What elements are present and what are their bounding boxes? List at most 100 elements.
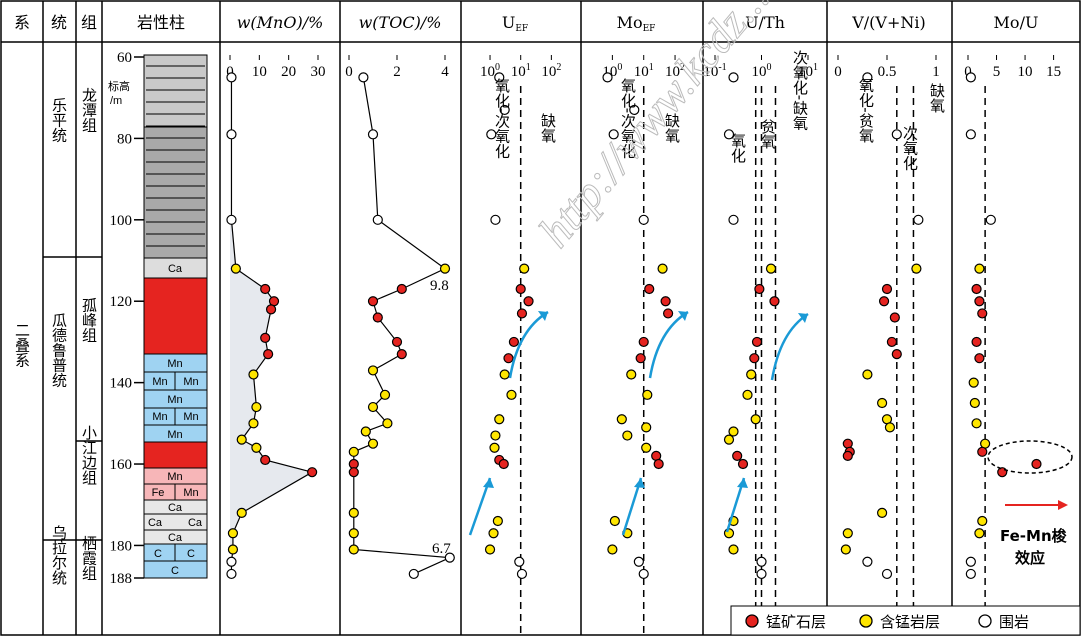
legend-label: 围岩	[999, 613, 1029, 631]
x-tick-label: 102	[541, 62, 561, 80]
data-point-ore	[660, 296, 671, 307]
depth-tick-label: 160	[110, 457, 133, 473]
x-tick-label: 4	[441, 64, 449, 80]
data-point-mnrock	[974, 528, 985, 539]
data-point-ore	[508, 336, 519, 348]
ca-layers-lower	[143, 499, 208, 545]
data-point-ore	[997, 467, 1008, 478]
panel-5: 0 0.5 1	[834, 55, 940, 635]
uth-arrow-up	[770, 312, 809, 381]
data-point-ore	[878, 296, 890, 307]
data-point-mnrock	[968, 377, 979, 388]
data-point-mnrock	[723, 528, 735, 539]
data-point-mnrock	[876, 507, 888, 518]
c-label-1: C	[154, 548, 162, 560]
mno-shaded-area	[230, 219, 313, 550]
x-tick-label: 101	[511, 62, 531, 80]
mn-grid	[144, 371, 207, 426]
data-point-mnrock	[971, 418, 982, 429]
data-point-mnrock	[367, 401, 379, 413]
ca-label-4: Ca	[188, 517, 203, 529]
data-point-mnrock	[974, 263, 985, 274]
data-point-mnrock	[227, 544, 239, 555]
data-point-mnrock	[742, 389, 753, 400]
x-tick-label: 101	[634, 62, 654, 80]
data-point-host	[913, 214, 924, 225]
data-point-host	[490, 214, 501, 225]
legend-marker	[745, 614, 759, 628]
x-tick-label: 100	[752, 62, 772, 80]
x-tick-label: 102	[665, 62, 685, 80]
data-point-ore	[891, 349, 902, 360]
data-point-ore	[396, 349, 407, 360]
data-point-ore	[1031, 458, 1042, 470]
legend-marker	[978, 614, 992, 628]
data-point-mnrock	[379, 389, 391, 400]
data-point-ore	[662, 308, 674, 319]
data-point-ore	[515, 283, 526, 295]
data-point-host	[499, 104, 510, 116]
data-point-host	[602, 72, 613, 83]
data-point-mnrock	[248, 418, 259, 429]
data-point-mnrock	[657, 263, 668, 274]
data-point-mnrock	[227, 528, 239, 539]
data-point-mnrock	[494, 414, 505, 425]
data-point-host	[408, 568, 419, 580]
depth-tick-label: 188	[110, 571, 133, 587]
moef-zone-left: 氧化-次氧化	[619, 78, 637, 159]
x-tick-label: 100	[480, 62, 500, 80]
data-point-host	[514, 556, 525, 567]
formation-longtan: 龙潭组	[80, 88, 98, 133]
panel-6: 0 5 10 15	[964, 55, 1061, 635]
data-point-host	[862, 72, 873, 83]
data-point-mnrock	[506, 389, 517, 400]
header-lithology: 岩性柱	[137, 13, 185, 32]
data-point-host	[638, 568, 649, 580]
legend: 锰矿石层 含锰岩层 围岩	[745, 613, 1029, 631]
mn-label-3: Mn	[183, 376, 198, 388]
data-point-host	[226, 72, 237, 83]
formation-gufeng: 孤峰组	[80, 298, 98, 343]
fe-mn-highlight-ellipse	[987, 440, 1073, 474]
mn-label-6: Mn	[183, 411, 198, 423]
data-point-host	[985, 214, 996, 225]
x-tick-label: 0	[964, 64, 972, 80]
data-point-ore	[974, 296, 985, 307]
header-moef-sub: EF	[643, 24, 656, 34]
data-point-host	[891, 129, 902, 140]
x-tick-label: 0	[226, 64, 234, 80]
data-point-mnrock	[251, 442, 262, 453]
toc-bottom-label: 6.7	[432, 541, 451, 557]
header-mno: w(MnO)/%	[237, 13, 324, 32]
series-cisuralian: 乌拉尔统	[50, 525, 68, 586]
depth-tick-label: 60	[117, 50, 132, 66]
header-uef-main: U	[502, 13, 515, 32]
data-point-host	[226, 129, 237, 140]
legend-box	[730, 605, 1081, 636]
data-point-mnrock	[765, 263, 777, 274]
c-label-3: C	[171, 565, 179, 577]
data-point-mnrock	[884, 422, 896, 433]
data-point-host	[633, 556, 644, 567]
data-point-mnrock	[642, 389, 653, 400]
data-point-ore	[635, 353, 646, 364]
data-point-host	[358, 72, 369, 83]
depth-tick-label: 80	[117, 131, 132, 147]
data-point-mnrock	[969, 397, 980, 409]
fe-mn-arrow-head	[1058, 500, 1068, 510]
x-tick-label: 10	[252, 64, 267, 80]
depth-tick-label: 180	[110, 538, 133, 554]
data-point-ore	[653, 458, 664, 470]
data-point-host	[862, 556, 873, 567]
data-point-host	[638, 214, 649, 225]
header-tong: 统	[51, 13, 67, 32]
data-point-mnrock	[876, 397, 888, 409]
data-point-mnrock	[236, 434, 247, 445]
data-point-mnrock	[348, 544, 359, 555]
data-point-host	[367, 129, 379, 140]
data-point-ore	[260, 332, 271, 343]
header-uth: U/Th	[745, 13, 785, 32]
data-point-mnrock	[348, 528, 359, 539]
column-dividers	[42, 1, 953, 635]
